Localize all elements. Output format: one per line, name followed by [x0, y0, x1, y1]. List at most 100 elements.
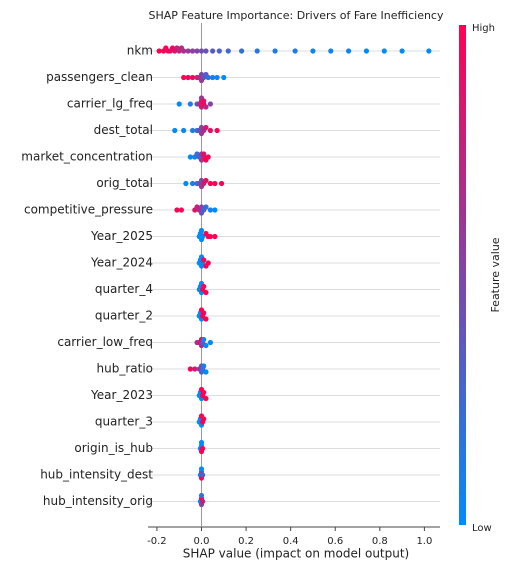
shap-dot [187, 366, 193, 372]
shap-dot [198, 439, 205, 446]
feature-label: nkm [127, 44, 153, 58]
colorbar-low: Low [472, 523, 492, 534]
feature-label: quarter_3 [95, 415, 153, 429]
shap-dot [205, 74, 211, 81]
shap-dot [212, 233, 218, 240]
shap-dot [207, 101, 214, 107]
shap-dot [207, 180, 214, 187]
shap-dot [183, 180, 189, 187]
shap-dot [292, 48, 298, 54]
shap-dot [201, 336, 207, 343]
shap-dot [201, 389, 207, 396]
shap-dot [239, 48, 245, 54]
shap-dot [201, 151, 207, 157]
colorbar-high: High [472, 23, 495, 34]
shap-dot [346, 48, 352, 54]
shap-dot [174, 207, 180, 213]
shap-dot [185, 74, 191, 81]
x-tick-label: 0.2 [238, 536, 254, 547]
shap-dot [187, 154, 193, 160]
shap-dot [254, 48, 260, 54]
x-tick-label: 0.8 [372, 536, 388, 547]
shap-dot [399, 48, 405, 54]
shap-dot [172, 127, 178, 134]
shap-dot [187, 101, 193, 107]
shap-dot [181, 127, 187, 134]
feature-label: hub_intensity_dest [40, 468, 153, 482]
shap-dot [381, 48, 387, 54]
shap-dot [203, 124, 209, 131]
shap-dot [198, 492, 205, 499]
feature-label: carrier_lg_freq [67, 97, 153, 111]
shap-dot [212, 207, 218, 213]
shap-dot [218, 180, 225, 187]
x-axis-label: SHAP value (impact on model output) [183, 547, 410, 561]
shap-dot [203, 104, 209, 110]
shap-dot [203, 342, 209, 349]
feature-label: competitive_pressure [24, 203, 153, 217]
shap-dot [178, 207, 185, 213]
shap-dot [200, 472, 206, 478]
shap-dot [201, 257, 207, 263]
shap-dot [176, 101, 182, 107]
x-tick-label: -0.2 [147, 536, 167, 547]
shap-dot [214, 127, 220, 134]
shap-dot [203, 48, 209, 54]
shap-dot [189, 127, 196, 134]
shap-dot [201, 310, 207, 316]
shap-dot [201, 363, 207, 369]
shap-dot [189, 180, 196, 187]
shap-dot [181, 48, 187, 54]
shap-dot [198, 466, 205, 472]
shap-dot [210, 74, 216, 81]
shap-dot [201, 98, 207, 104]
chart-title: SHAP Feature Importance: Drivers of Fare… [148, 9, 443, 22]
shap-dot [156, 48, 162, 54]
feature-label: carrier_low_freq [57, 335, 153, 349]
feature-label: market_concentration [21, 150, 153, 164]
shap-dot [201, 416, 207, 422]
shap-dot [310, 48, 316, 54]
feature-label: quarter_2 [95, 309, 153, 323]
shap-dot [200, 498, 206, 505]
shap-dot [194, 48, 200, 54]
shap-dot [203, 316, 209, 322]
x-tick-label: 0.4 [283, 536, 299, 547]
shap-dot [192, 366, 198, 372]
feature-label: Year_2024 [90, 256, 153, 270]
shap-dot [200, 233, 206, 240]
shap-dot [214, 74, 220, 81]
shap-dot [201, 283, 207, 290]
feature-label: hub_intensity_orig [43, 494, 153, 508]
x-tick-label: 0.6 [327, 536, 343, 547]
shap-dot [210, 48, 216, 54]
shap-dot [203, 204, 209, 210]
feature-label: hub_ratio [97, 362, 154, 376]
shap-dot [216, 48, 222, 54]
x-tick-label: 0.0 [194, 536, 210, 547]
shap-dot [221, 74, 227, 81]
shap-dot [205, 260, 211, 266]
feature-label: orig_total [96, 176, 153, 190]
shap-dot [272, 48, 278, 54]
colorbar-label: Feature value [489, 237, 502, 312]
shap-dot [189, 74, 196, 81]
shap-dot [207, 233, 214, 240]
shap-dot [203, 177, 209, 184]
shap-dot [198, 227, 205, 234]
colorbar [459, 25, 466, 525]
shap-dot [225, 48, 231, 54]
x-tick-label: 1.0 [416, 536, 432, 547]
shap-dot [328, 48, 334, 54]
feature-label: passengers_clean [46, 70, 153, 84]
shap-dot [207, 339, 214, 346]
shap-dot [426, 48, 432, 54]
feature-label: dest_total [94, 123, 153, 137]
shap-dot [200, 445, 206, 452]
shap-dot [212, 180, 218, 187]
shap-dot [189, 48, 196, 54]
shap-dot [203, 289, 209, 296]
feature-label: origin_is_hub [74, 441, 153, 455]
shap-dot [203, 369, 209, 375]
